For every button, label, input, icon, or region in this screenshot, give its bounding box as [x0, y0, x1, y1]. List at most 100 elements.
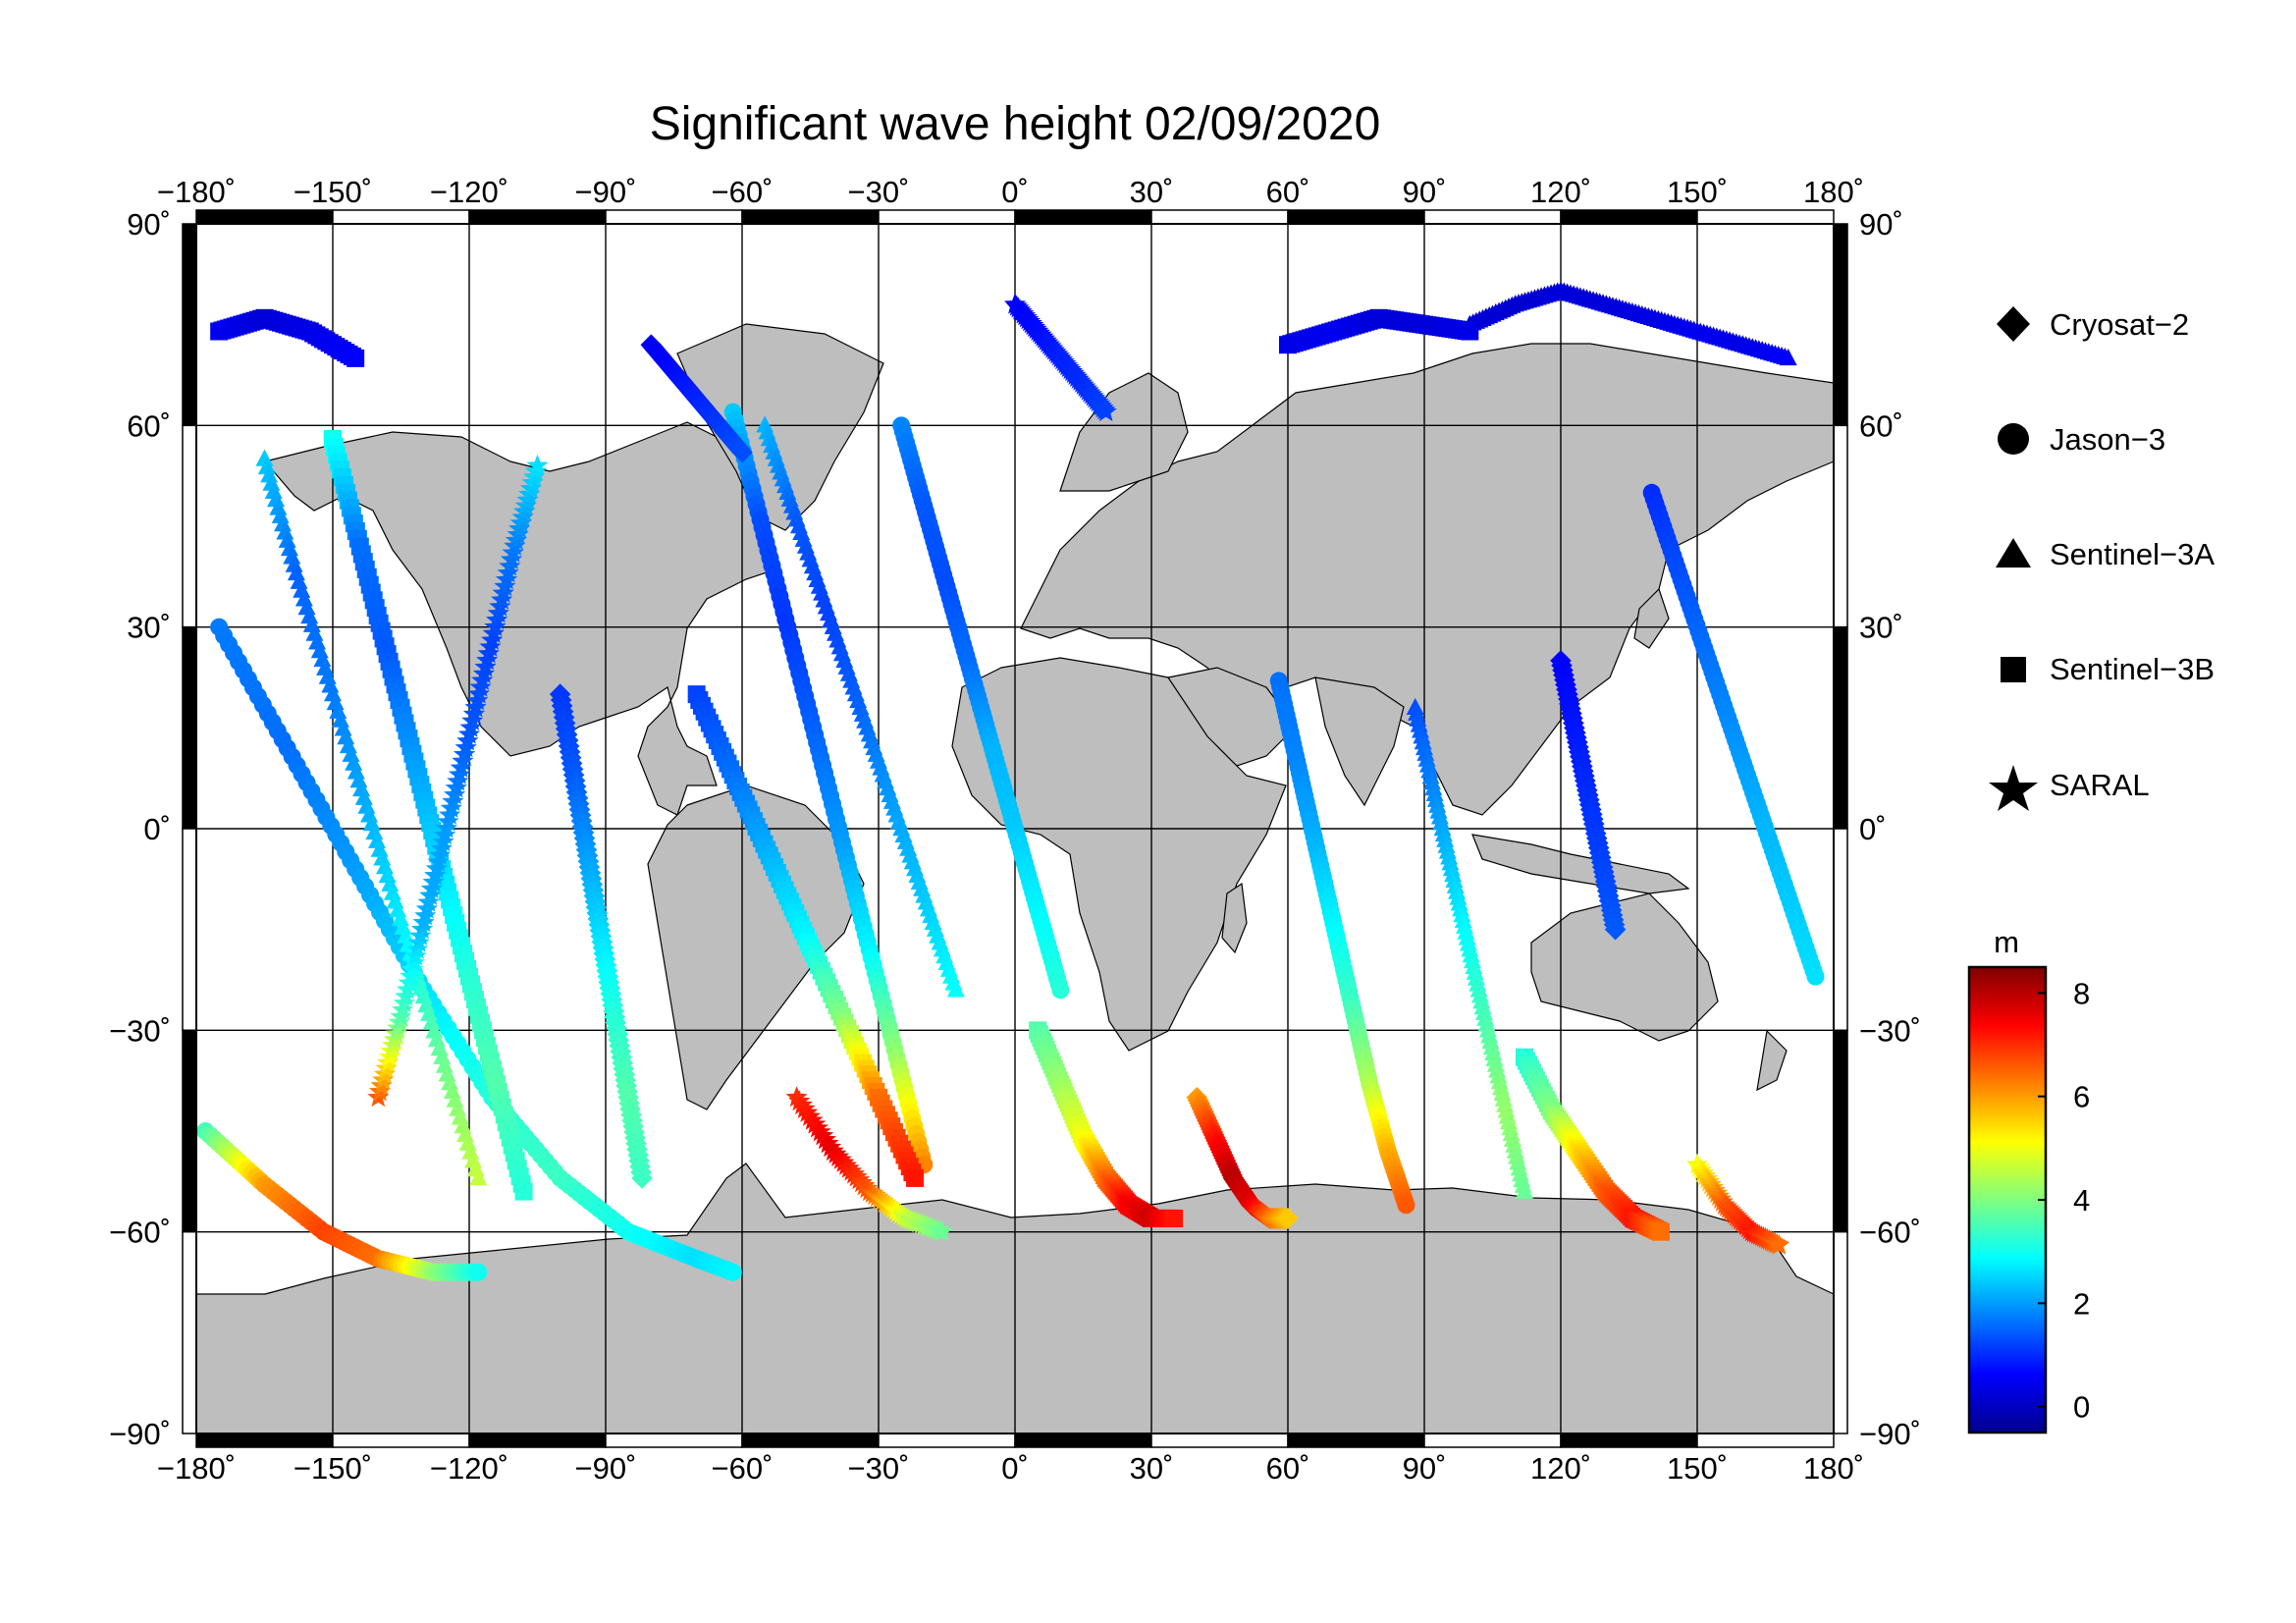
lon-tick-label-bottom: 150˚: [1667, 1451, 1728, 1486]
track-point-square: [1461, 322, 1479, 341]
lon-tick-label-top: −90˚: [575, 175, 637, 209]
track-point-square: [514, 1182, 533, 1201]
track-point-triangle: [469, 1168, 488, 1186]
track-jason3: [1642, 483, 1825, 986]
track-jason3: [1269, 672, 1415, 1215]
legend-diamond-icon: [1997, 306, 2030, 342]
track-point-star: [796, 1101, 819, 1122]
chart-title: Significant wave height 02/09/2020: [650, 98, 1381, 150]
legend-circle-icon: [1998, 423, 2029, 455]
track-sentinel3b: [324, 430, 533, 1201]
lon-tick-label-top: 0˚: [1001, 175, 1029, 209]
frame-segment-top: [1696, 209, 1835, 225]
track-jason3: [892, 416, 1070, 1000]
lat-tick-label-right: −60˚: [1859, 1216, 1921, 1250]
track-point-star: [817, 1132, 839, 1154]
satellite-legend: Cryosat−2 Jason−3 Sentinel−3A Sentinel−3…: [1989, 306, 2215, 811]
lat-tick-label-left: 90˚: [127, 207, 171, 242]
track-point-diamond: [731, 441, 753, 463]
frame-segment-bottom: [1287, 1433, 1425, 1448]
frame-segment-bottom: [1423, 1433, 1562, 1448]
frame-segment-bottom: [741, 1433, 880, 1448]
colorbar-tick-label: 0: [2073, 1390, 2090, 1425]
legend-label-sentinel3a: Sentinel−3A: [2050, 537, 2215, 571]
frame-segment-right: [1833, 625, 1848, 830]
track-point-star: [1095, 400, 1117, 422]
track-point-star: [814, 1128, 836, 1150]
legend-label-sentinel3b: Sentinel−3B: [2050, 652, 2215, 686]
lat-tick-label-left: −60˚: [109, 1216, 171, 1250]
frame-segment-bottom: [1014, 1433, 1152, 1448]
track-sentinel3a: [1406, 697, 1533, 1199]
track-point-star: [798, 1105, 821, 1126]
track-sentinel3a: [255, 449, 488, 1186]
frame-segment-top: [332, 209, 470, 225]
track-point-diamond: [1277, 1208, 1299, 1229]
wave-height-colorbar: m 0 2 4 6 8: [1967, 925, 2090, 1434]
track-point-star: [819, 1135, 842, 1158]
track-saral: [1003, 293, 1117, 422]
land-india: [1314, 676, 1405, 807]
colorbar-unit-label: m: [1994, 925, 2019, 959]
frame-segment-right: [1833, 1230, 1848, 1434]
frame-segment-top: [878, 209, 1016, 225]
frame-segment-right: [1833, 1029, 1848, 1233]
lon-tick-label-bottom: −90˚: [575, 1451, 637, 1486]
lon-tick-label-bottom: 120˚: [1530, 1451, 1591, 1486]
lon-tick-label-top: −60˚: [712, 175, 774, 209]
lon-tick-label-bottom: 60˚: [1266, 1451, 1310, 1486]
frame-segment-left: [182, 625, 197, 830]
track-point-circle: [1806, 967, 1825, 986]
track-point-circle: [1397, 1196, 1415, 1215]
land-arabia: [1167, 667, 1297, 767]
track-point-star: [788, 1090, 811, 1111]
lat-tick-label-right: 30˚: [1859, 611, 1903, 645]
legend-square-icon: [2001, 657, 2026, 682]
track-sentinel3b: [687, 685, 925, 1187]
track-point-diamond: [1604, 918, 1627, 941]
lon-tick-label-top: 120˚: [1530, 175, 1591, 209]
lat-tick-label-right: −90˚: [1859, 1417, 1921, 1451]
frame-segment-right: [1833, 424, 1848, 628]
track-saral: [367, 454, 549, 1108]
lon-tick-label-top: 60˚: [1266, 175, 1310, 209]
legend-triangle-icon: [1996, 538, 2031, 568]
map-frame: [182, 209, 1848, 1448]
track-point-star: [811, 1124, 834, 1146]
lon-tick-label-top: 30˚: [1130, 175, 1174, 209]
frame-segment-top: [605, 209, 743, 225]
lon-tick-label-bottom: −180˚: [157, 1451, 236, 1486]
lon-tick-label-top: −150˚: [294, 175, 372, 209]
track-cryosat2: [549, 683, 653, 1189]
land-indonesia: [1471, 834, 1690, 894]
lon-tick-label-top: 90˚: [1403, 175, 1447, 209]
track-point-square: [906, 1168, 925, 1187]
frame-segment-left: [182, 828, 197, 1032]
frame-segment-top: [195, 209, 334, 225]
track-saral: [1685, 1153, 1790, 1255]
track-point-star: [793, 1097, 816, 1118]
frame-segment-bottom: [1560, 1433, 1698, 1448]
frame-segment-top: [1150, 209, 1289, 225]
track-point-star: [1768, 1233, 1790, 1255]
track-point-star: [931, 1220, 953, 1242]
lon-tick-label-bottom: 90˚: [1403, 1451, 1447, 1486]
frame-segment-bottom: [1696, 1433, 1835, 1448]
track-sentinel3b: [1515, 1048, 1670, 1241]
frame-segment-right: [1833, 828, 1848, 1032]
lon-tick-label-bottom: −120˚: [430, 1451, 508, 1486]
lat-tick-label-left: 60˚: [127, 408, 171, 443]
lon-tick-label-bottom: 0˚: [1001, 1451, 1029, 1486]
track-sentinel3a: [1461, 281, 1797, 366]
colorbar-tick-label: 2: [2073, 1286, 2090, 1321]
lat-tick-label-right: 90˚: [1859, 207, 1903, 242]
track-point-circle: [723, 1263, 742, 1281]
track-point-star: [801, 1109, 824, 1130]
lat-tick-label-right: −30˚: [1859, 1013, 1921, 1048]
lon-tick-label-top: −180˚: [157, 175, 236, 209]
lon-tick-label-top: 180˚: [1803, 175, 1864, 209]
track-sentinel3b: [1029, 1021, 1184, 1227]
frame-segment-top: [1423, 209, 1562, 225]
frame-segment-top: [1287, 209, 1425, 225]
